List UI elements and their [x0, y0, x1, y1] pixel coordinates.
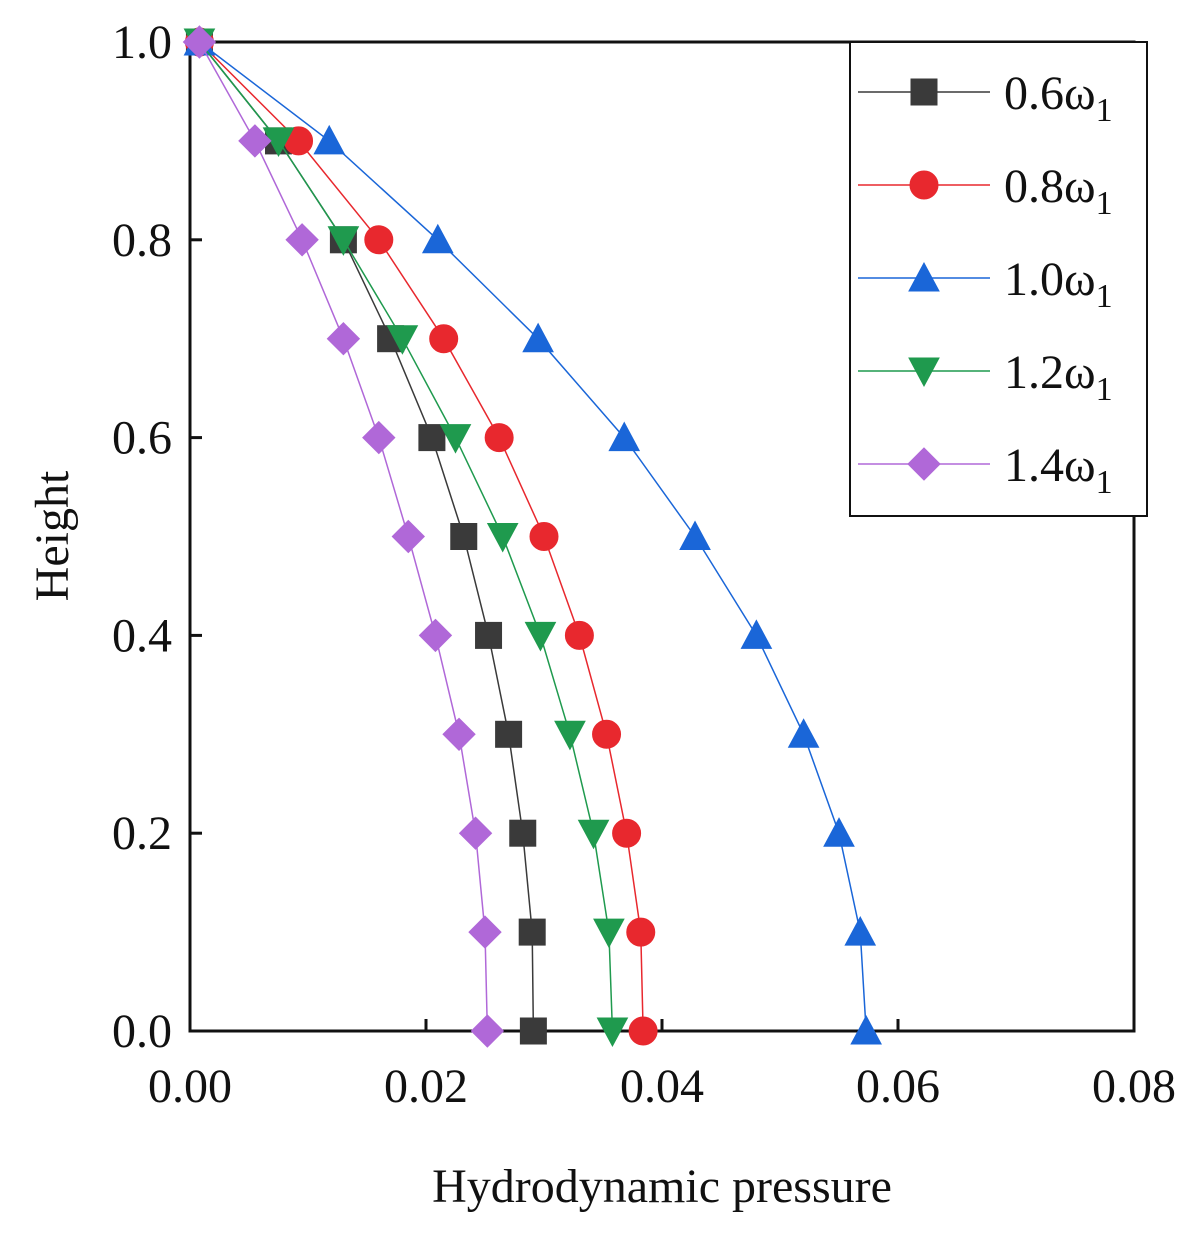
- y-tick-label: 0.2: [112, 807, 172, 860]
- data-point: [577, 819, 610, 850]
- data-point: [823, 817, 855, 847]
- data-point: [564, 620, 594, 650]
- data-point: [844, 916, 877, 946]
- data-point: [391, 519, 426, 554]
- y-tick-label: 0.0: [112, 1005, 172, 1058]
- series-4: [182, 25, 505, 1048]
- legend-label: 0.6ω1: [1004, 67, 1113, 129]
- y-axis-title: Height: [26, 470, 79, 601]
- x-ticks: 0.00 0.02 0.04 0.06 0.08: [148, 1019, 1176, 1113]
- data-point: [787, 718, 820, 748]
- data-point: [429, 324, 459, 354]
- data-point: [450, 523, 478, 550]
- legend-label-main: 1.2ω: [1004, 346, 1096, 399]
- x-tick-label: 0.00: [148, 1060, 232, 1113]
- data-point: [470, 1014, 505, 1048]
- legend-marker: [910, 78, 938, 106]
- legend-box: [849, 41, 1148, 517]
- series-line: [198, 41, 535, 1032]
- series-0: [185, 28, 547, 1045]
- data-point: [238, 124, 272, 158]
- data-point: [529, 522, 559, 551]
- y-tick-label: 0.6: [112, 412, 172, 465]
- series-line: [198, 41, 489, 1032]
- y-ticks: 0.0 0.2 0.4 0.6 0.8 1.0: [112, 16, 202, 1058]
- data-point: [458, 816, 493, 850]
- legend-label: 1.4ω1: [1004, 439, 1113, 501]
- data-point: [313, 124, 346, 155]
- data-point: [182, 25, 217, 59]
- y-tick-label: 1.0: [112, 16, 172, 69]
- legend-label-main: 0.6ω: [1004, 67, 1096, 120]
- data-point: [628, 1016, 658, 1046]
- data-point: [519, 1017, 547, 1045]
- x-tick-label: 0.02: [384, 1060, 468, 1113]
- data-point: [554, 720, 586, 751]
- legend-marker: [908, 261, 940, 292]
- data-point: [364, 225, 394, 255]
- x-tick-label: 0.08: [1092, 1060, 1176, 1113]
- legend-item: 0.6ω1: [858, 67, 1113, 129]
- data-point: [486, 523, 519, 553]
- legend-marker: [909, 170, 939, 200]
- data-point: [418, 618, 453, 653]
- data-point: [626, 917, 656, 947]
- data-point: [524, 621, 557, 652]
- legend-label-main: 0.8ω: [1004, 160, 1096, 213]
- legend-item: 0.8ω1: [858, 160, 1113, 222]
- legend-label-subscript: 1: [1096, 278, 1113, 315]
- data-point: [740, 619, 773, 649]
- legend-item: 1.2ω1: [858, 346, 1113, 408]
- data-point: [326, 321, 361, 356]
- data-point: [285, 223, 319, 257]
- data-point: [475, 621, 503, 649]
- data-point: [484, 423, 514, 453]
- legend-label: 1.0ω1: [1004, 253, 1113, 315]
- data-point: [442, 717, 476, 752]
- x-tick-label: 0.06: [856, 1060, 940, 1113]
- legend-marker: [907, 447, 941, 481]
- data-point: [495, 720, 523, 748]
- legend-item: 1.4ω1: [858, 439, 1113, 501]
- series-3: [183, 28, 629, 1048]
- data-point: [850, 1014, 882, 1045]
- legend-item: 1.0ω1: [858, 253, 1113, 315]
- data-point: [593, 918, 625, 949]
- legend-label-main: 1.0ω: [1004, 253, 1096, 306]
- data-point: [596, 1017, 629, 1048]
- legend-label-subscript: 1: [1096, 92, 1113, 129]
- series-layer: [182, 25, 882, 1048]
- x-axis-title: Hydrodynamic pressure: [432, 1160, 892, 1213]
- data-point: [679, 520, 711, 550]
- legend-label: 1.2ω1: [1004, 346, 1113, 408]
- y-tick-label: 0.4: [112, 609, 172, 662]
- legend-label-subscript: 1: [1096, 464, 1113, 501]
- data-point: [522, 322, 554, 353]
- x-tick-label: 0.04: [620, 1060, 704, 1113]
- legend-label: 0.8ω1: [1004, 160, 1113, 222]
- legend-label-main: 1.4ω: [1004, 439, 1096, 492]
- legend-label-subscript: 1: [1096, 371, 1113, 408]
- data-point: [386, 325, 419, 355]
- data-point: [592, 719, 622, 749]
- data-point: [468, 915, 502, 949]
- data-point: [418, 424, 446, 452]
- data-point: [518, 918, 546, 946]
- legend-label-subscript: 1: [1096, 185, 1113, 222]
- data-point: [608, 421, 641, 452]
- data-point: [421, 223, 454, 254]
- data-point: [362, 420, 396, 455]
- data-point: [327, 226, 360, 256]
- data-point: [439, 424, 472, 454]
- data-point: [509, 819, 537, 847]
- legend-marker: [908, 357, 940, 388]
- y-tick-label: 0.8: [112, 214, 172, 267]
- data-point: [262, 127, 295, 157]
- data-point: [612, 818, 642, 848]
- series-1: [184, 27, 658, 1046]
